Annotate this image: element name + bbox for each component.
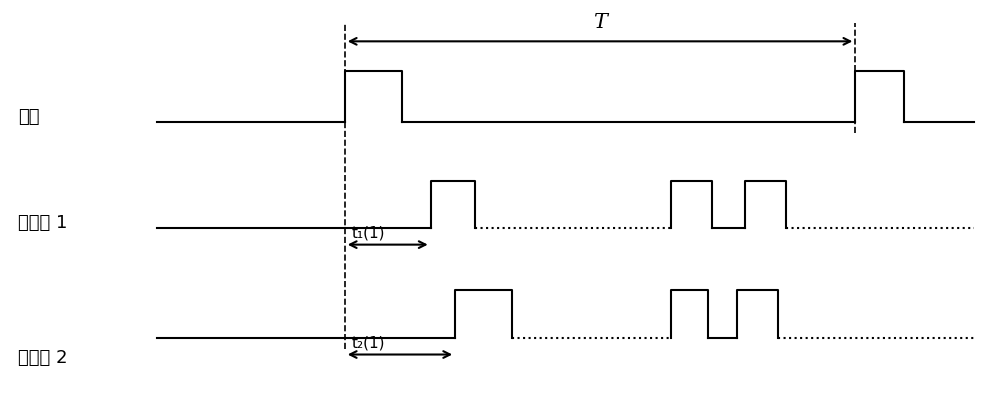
Text: T: T [593, 13, 607, 32]
Text: 传感器 2: 传感器 2 [18, 349, 68, 367]
Text: 传感器 1: 传感器 1 [18, 215, 68, 233]
Text: t₂(1): t₂(1) [351, 335, 385, 350]
Text: t₁(1): t₁(1) [351, 225, 385, 240]
Text: 键相: 键相 [18, 108, 40, 126]
